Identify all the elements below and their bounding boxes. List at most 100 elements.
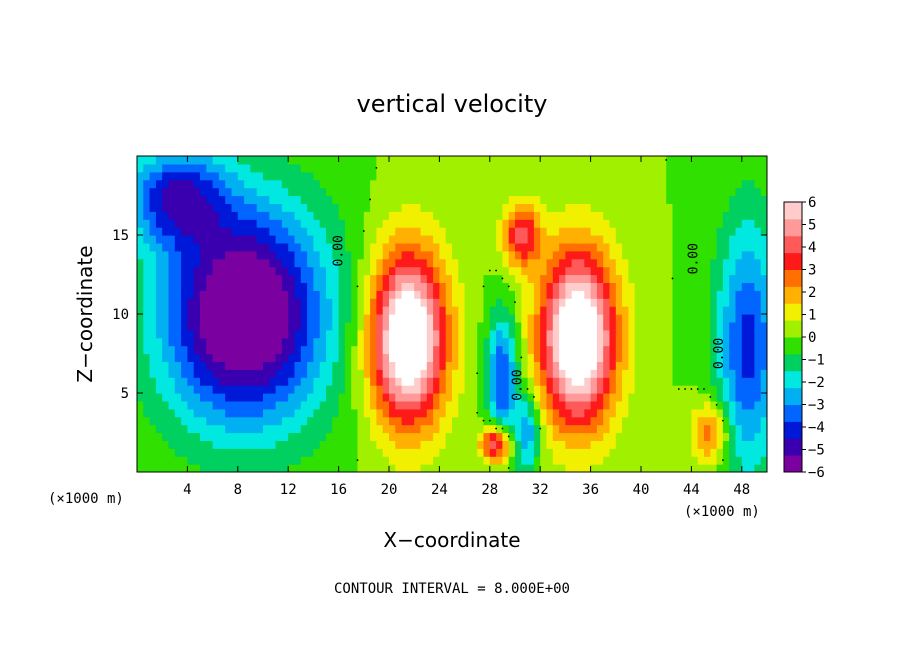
heatmap-cell [666, 400, 674, 410]
heatmap-cell [578, 179, 585, 189]
heatmap-cell [678, 416, 686, 426]
heatmap-cell [193, 298, 201, 307]
heatmap-cell [300, 156, 308, 165]
heatmap-cell [351, 393, 359, 402]
contour-point [715, 403, 718, 406]
heatmap-cell [546, 250, 554, 260]
heatmap-cell [452, 440, 459, 449]
heatmap-cell [716, 179, 724, 189]
heatmap-cell [641, 369, 648, 378]
heatmap-cell [760, 408, 767, 418]
heatmap-cell [181, 440, 188, 449]
heatmap-cell [281, 369, 289, 378]
heatmap-cell [571, 258, 579, 268]
heatmap-cell [596, 290, 604, 299]
heatmap-cell [445, 369, 453, 378]
heatmap-cell [477, 448, 485, 457]
heatmap-cell [288, 440, 296, 449]
x-tick-label: 36 [582, 482, 599, 498]
heatmap-cell [300, 274, 308, 283]
heatmap-cell [200, 377, 207, 386]
heatmap-cell [470, 156, 478, 165]
heatmap-cell [439, 179, 447, 189]
heatmap-cell [319, 211, 327, 220]
heatmap-cell [496, 456, 503, 465]
heatmap-cell [659, 298, 667, 307]
heatmap-cell [552, 211, 560, 220]
heatmap-cell [338, 353, 346, 362]
heatmap-cell [659, 424, 667, 434]
heatmap-cell [407, 440, 415, 449]
heatmap-cell [515, 345, 522, 355]
heatmap-cell [137, 337, 144, 347]
heatmap-cell [489, 337, 497, 347]
heatmap-cell [237, 314, 245, 323]
heatmap-cell [212, 408, 220, 418]
heatmap-cell [552, 314, 560, 323]
heatmap-cell [603, 377, 611, 386]
heatmap-cell [477, 464, 485, 472]
heatmap-cell [477, 266, 485, 276]
heatmap-cell [389, 353, 396, 362]
heatmap-cell [250, 242, 258, 252]
heatmap-cell [628, 393, 636, 402]
heatmap-cell [685, 424, 692, 434]
heatmap-cell [370, 353, 377, 362]
heatmap-cell [596, 163, 604, 173]
heatmap-cell [433, 156, 440, 165]
heatmap-cell [540, 156, 548, 165]
heatmap-cell [622, 456, 629, 465]
heatmap-cell [200, 456, 207, 465]
heatmap-cell [729, 298, 737, 307]
heatmap-cell [622, 156, 629, 165]
heatmap-cell [174, 274, 182, 283]
heatmap-cell [200, 353, 207, 362]
heatmap-cell [256, 377, 264, 386]
heatmap-cell [382, 219, 390, 228]
heatmap-cell [483, 329, 491, 339]
heatmap-cell [697, 393, 705, 402]
heatmap-cell [609, 235, 617, 244]
heatmap-cell [445, 156, 453, 165]
heatmap-cell [590, 353, 598, 362]
heatmap-cell [344, 163, 352, 173]
heatmap-cell [565, 353, 573, 362]
heatmap-cell [401, 266, 409, 276]
heatmap-cell [269, 400, 277, 410]
heatmap-cell [691, 258, 699, 268]
heatmap-cell [540, 337, 548, 347]
heatmap-cell [477, 393, 485, 402]
heatmap-cell [571, 282, 579, 291]
heatmap-cell [647, 329, 655, 339]
colorbar-swatch [784, 202, 802, 220]
heatmap-cell [754, 171, 762, 181]
heatmap-cell [326, 211, 333, 220]
heatmap-cell [559, 314, 566, 323]
heatmap-cell [168, 282, 176, 291]
heatmap-cell [155, 416, 163, 426]
heatmap-cell [584, 211, 592, 220]
heatmap-cell [256, 385, 264, 394]
heatmap-cell [735, 179, 743, 189]
heatmap-cell [187, 211, 195, 220]
heatmap-cell [672, 250, 680, 260]
contour-label: 0.00 [331, 235, 346, 266]
heatmap-cell [754, 329, 762, 339]
heatmap-cell [615, 306, 623, 315]
heatmap-cell [263, 203, 270, 212]
heatmap-cell [647, 306, 655, 315]
heatmap-cell [559, 250, 566, 260]
heatmap-cell [748, 266, 755, 276]
heatmap-cell [552, 456, 560, 465]
heatmap-cell [496, 337, 503, 347]
heatmap-cell [470, 282, 478, 291]
heatmap-cell [357, 345, 365, 355]
heatmap-cell [225, 179, 233, 189]
heatmap-cell [653, 298, 661, 307]
heatmap-cell [181, 337, 188, 347]
heatmap-cell [237, 361, 245, 370]
heatmap-cell [590, 337, 598, 347]
heatmap-cell [363, 290, 371, 299]
heatmap-cell [641, 345, 648, 355]
heatmap-cell [452, 329, 459, 339]
